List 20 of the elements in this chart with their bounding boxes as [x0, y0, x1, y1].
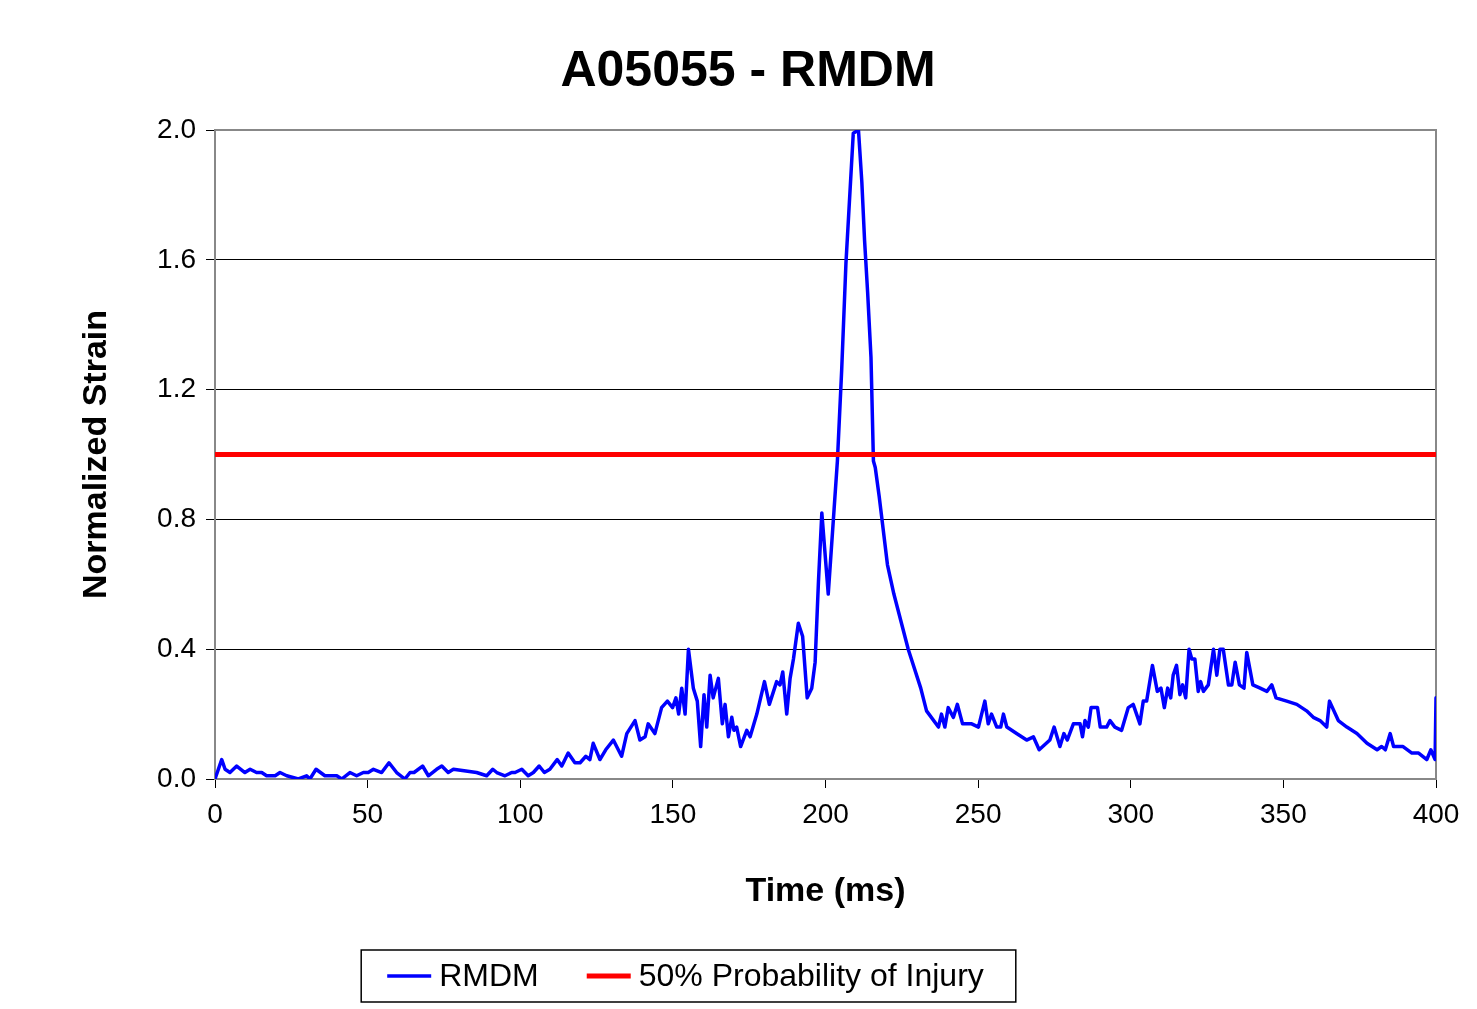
x-tick-label: 150: [649, 797, 697, 829]
y-tick-label: 2.0: [157, 112, 196, 144]
x-tick-label: 100: [496, 797, 544, 829]
y-axis-title: Normalized Strain: [75, 309, 114, 600]
legend-label: 50% Probability of Injury: [638, 956, 984, 993]
y-tick-label: 1.2: [157, 372, 196, 404]
x-tick-label: 300: [1107, 797, 1155, 829]
x-axis-title: Time (ms): [745, 870, 906, 909]
y-tick-label: 0.8: [157, 502, 196, 534]
x-tick-label: 350: [1260, 797, 1307, 829]
chart-title: A05055 - RMDM: [560, 40, 936, 97]
legend-label: RMDM: [439, 956, 539, 993]
y-tick-label: 1.6: [157, 242, 196, 274]
x-tick-label: 200: [802, 797, 849, 829]
x-tick-label: 400: [1412, 797, 1460, 829]
x-tick-label: 250: [954, 797, 1002, 829]
x-tick-label: 50: [352, 797, 384, 829]
x-tick-label: 0: [207, 797, 223, 829]
y-tick-label: 0.4: [157, 631, 196, 663]
y-tick-label: 0.0: [157, 761, 196, 793]
